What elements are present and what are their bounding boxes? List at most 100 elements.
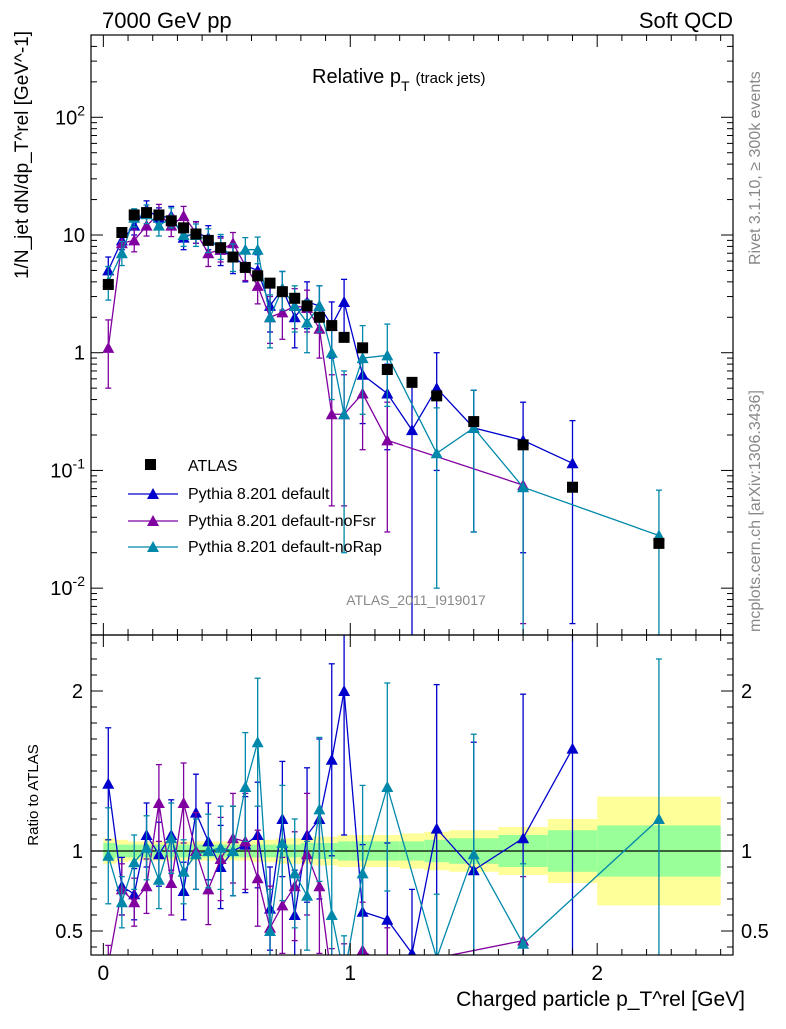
ratio-point	[430, 822, 443, 834]
atlas-point	[102, 278, 114, 290]
legend-marker-norap	[147, 541, 159, 552]
analysis-watermark: ATLAS_2011_I919017	[346, 592, 486, 608]
mc-line	[107, 213, 524, 486]
ratio-point	[381, 962, 393, 973]
ratio-point	[177, 865, 190, 877]
ratio-point	[251, 736, 264, 748]
legend-label-norap: Pythia 8.201 default-noRap	[188, 539, 382, 556]
ratio-point	[313, 880, 326, 892]
ratio-point	[288, 867, 301, 879]
legend-marker-default	[147, 488, 159, 499]
ratio-y-tick-label-right: 2	[741, 681, 752, 703]
atlas-point	[289, 292, 301, 304]
ratio-point	[165, 832, 178, 844]
ratio-point	[407, 947, 417, 955]
ratio-point	[102, 777, 115, 789]
ratio-line	[107, 742, 660, 955]
atlas-point	[406, 376, 418, 388]
ratio-point	[226, 845, 239, 856]
x-tick-label: 1	[344, 962, 356, 985]
atlas-point	[178, 222, 190, 234]
mc-point	[251, 243, 264, 255]
x-tick-label: 0	[98, 962, 110, 985]
mc-point	[264, 311, 277, 323]
ratio-point	[338, 685, 351, 696]
ratio-point	[435, 952, 439, 955]
ratio-point	[251, 872, 264, 884]
atlas-point	[653, 537, 665, 549]
atlas-point	[381, 364, 393, 376]
mc-point	[406, 424, 418, 436]
mc-point	[566, 457, 579, 469]
mc-point	[517, 481, 530, 493]
plot-title: Relative pT (track jets)	[312, 66, 486, 94]
mc-point	[177, 210, 190, 222]
ratio-point	[467, 848, 480, 860]
ratio-point	[325, 909, 338, 920]
atlas-point	[215, 242, 227, 254]
mc-point	[381, 434, 394, 446]
mc-point	[338, 295, 351, 307]
axes: 10-2 10-1 1 10 102 0 1 2 0.5 0.5 1 1 2 2	[50, 34, 769, 985]
ratio-point	[140, 880, 153, 892]
atlas-point	[239, 261, 251, 273]
x-axis-label: Charged particle p_T^rel [GeV]	[456, 988, 745, 1011]
mc-point	[467, 421, 480, 433]
atlas-point	[165, 215, 177, 227]
ratio-point	[517, 937, 530, 949]
header-left: 7000 GeV pp	[102, 8, 232, 33]
main-panel-data	[102, 200, 665, 635]
legend: ATLAS Pythia 8.201 default Pythia 8.201 …	[128, 458, 382, 556]
ratio-point	[140, 841, 153, 853]
main-y-axis-label: 1/N_jet dN/dp_T^rel [GeV^-1]	[12, 31, 33, 279]
ratio-point	[566, 742, 579, 754]
atlas-point	[190, 228, 202, 240]
ratio-point	[128, 856, 141, 868]
ratio-point	[325, 753, 338, 765]
ratio-point	[115, 896, 128, 908]
ratio-line	[107, 690, 574, 955]
ratio-point	[326, 975, 338, 986]
ratio-point	[313, 803, 326, 815]
mc-point	[276, 306, 289, 318]
mc-point	[313, 299, 326, 311]
atlas-point	[326, 320, 338, 332]
mc-point	[152, 219, 165, 231]
mc-point	[652, 529, 665, 541]
main-y-tick-label: 1	[74, 343, 85, 365]
legend-label-atlas: ATLAS	[188, 458, 238, 475]
ratio-point	[381, 913, 394, 925]
atlas-point	[338, 331, 350, 343]
mc-point	[430, 447, 443, 459]
atlas-point	[517, 439, 529, 451]
ratio-point	[177, 797, 190, 808]
ratio-point	[301, 889, 314, 901]
ratio-point	[517, 832, 530, 844]
ratio-point	[202, 883, 215, 895]
atlas-point	[264, 277, 276, 289]
mc-point	[128, 234, 141, 246]
ratio-y-tick-label-right: 1	[741, 841, 752, 863]
ratio-point	[276, 899, 289, 911]
ratio-y-tick-label: 2	[72, 681, 83, 703]
atlas-point	[301, 300, 313, 312]
ratio-point	[381, 781, 394, 792]
legend-label-default: Pythia 8.201 default	[188, 486, 330, 503]
atlas-point	[567, 481, 578, 493]
mc-point	[251, 279, 264, 291]
ratio-point	[165, 877, 178, 888]
rivet-label: Rivet 3.1.10, ≥ 300k events	[747, 71, 764, 265]
legend-label-nofsr: Pythia 8.201 default-noFsr	[188, 513, 376, 530]
main-y-tick-label: 10	[63, 225, 85, 247]
ratio-point	[214, 841, 227, 853]
ratio-point	[276, 837, 289, 848]
atlas-point	[202, 234, 214, 246]
mc-point	[356, 352, 369, 364]
legend-marker-nofsr	[147, 515, 159, 526]
ratio-point	[264, 925, 277, 936]
main-y-tick-label: 10-1	[50, 455, 85, 482]
atlas-point	[468, 416, 480, 428]
atlas-point	[116, 227, 128, 239]
main-y-tick-label: 102	[55, 102, 85, 129]
